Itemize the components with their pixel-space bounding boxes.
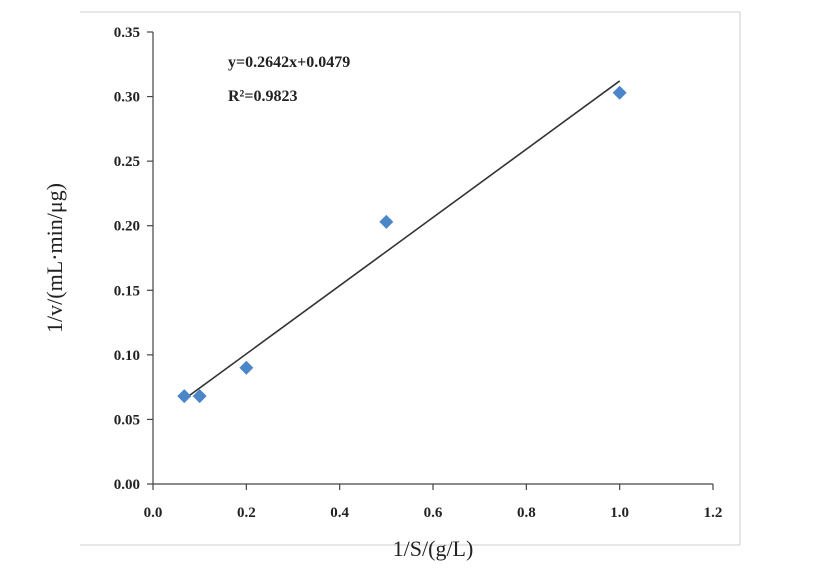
x-tick-label: 0.8 [517,505,536,521]
data-point [612,85,627,100]
x-tick-label: 1.2 [704,505,723,521]
y-tick-label: 0.25 [114,154,140,170]
y-axis-title: 1/v/(mL·min/μg) [42,183,67,333]
trendline [183,80,621,400]
x-tick-label: 0.6 [424,505,443,521]
trendline-equation: y=0.2642x+0.0479 [228,54,350,71]
x-ticks: 0.0 0.2 0.4 0.6 0.8 1.0 1.2 [144,484,723,521]
data-point [192,389,207,404]
x-tick-label: 0.4 [330,505,349,521]
data-points [177,85,627,404]
x-tick-label: 0.2 [237,505,256,521]
y-tick-label: 0.00 [114,477,140,493]
x-tick-label: 0.0 [144,505,163,521]
x-tick-label: 1.0 [610,505,629,521]
y-tick-label: 0.35 [114,25,140,41]
data-point [239,360,254,375]
y-tick-label: 0.20 [114,219,140,235]
y-tick-label: 0.05 [114,412,140,428]
x-axis-title: 1/S/(g/L) [393,536,474,561]
data-point [177,389,192,404]
data-point [379,214,394,229]
y-tick-label: 0.15 [114,283,140,299]
y-tick-label: 0.10 [114,348,140,364]
y-tick-label: 0.30 [114,90,140,106]
trendline-r-squared: R²=0.9823 [228,88,297,105]
y-ticks: 0.00 0.05 0.10 0.15 0.20 0.25 0.30 0.35 [114,25,153,493]
